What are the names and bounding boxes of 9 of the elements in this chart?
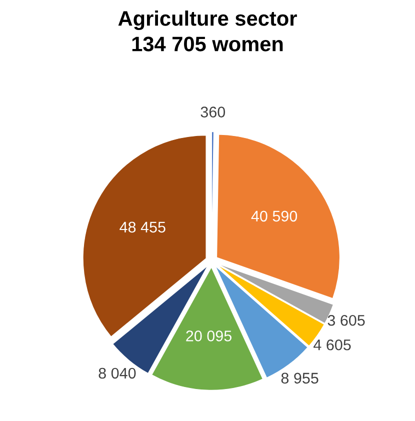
data-label: 360 [200,106,226,118]
data-label: 48 455 [120,222,166,233]
data-label: 3 605 [328,314,365,326]
data-label: 4 605 [314,339,351,350]
data-label: 8 955 [281,372,318,384]
chart-title: Agriculture sector 134 705 women [118,10,297,52]
data-label: 8 040 [98,368,136,379]
data-label: 40 590 [251,210,298,222]
data-label: 20 095 [186,330,232,342]
